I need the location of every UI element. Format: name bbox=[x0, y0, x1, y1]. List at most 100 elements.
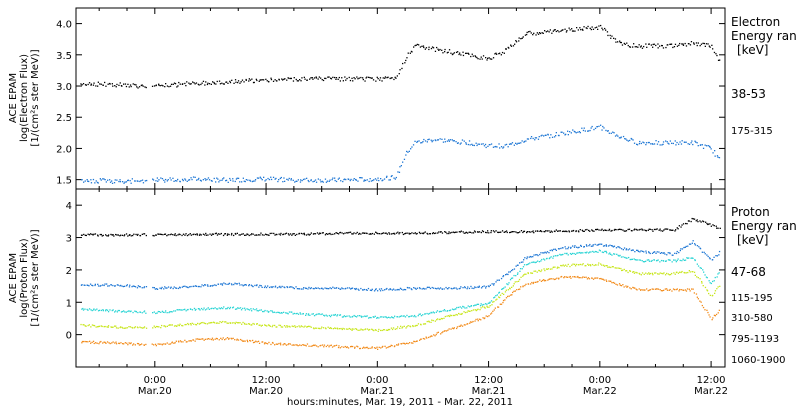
data-point bbox=[207, 177, 210, 179]
data-point bbox=[422, 45, 425, 47]
data-point bbox=[344, 232, 346, 234]
data-point bbox=[699, 267, 701, 269]
data-point bbox=[300, 325, 302, 327]
data-point bbox=[617, 246, 619, 248]
data-point bbox=[372, 316, 374, 318]
data-point bbox=[412, 144, 415, 146]
data-point bbox=[464, 307, 466, 309]
data-point bbox=[548, 230, 550, 232]
data-point bbox=[601, 278, 603, 280]
data-point bbox=[632, 139, 634, 141]
data-point bbox=[226, 283, 228, 285]
data-point bbox=[709, 46, 711, 48]
data-point bbox=[406, 150, 408, 153]
data-point bbox=[682, 289, 684, 291]
data-point bbox=[616, 134, 618, 136]
data-point bbox=[175, 234, 177, 237]
data-point bbox=[293, 344, 295, 346]
data-point bbox=[377, 348, 379, 350]
data-point bbox=[138, 285, 141, 288]
data-point bbox=[566, 252, 568, 254]
data-point bbox=[197, 83, 199, 85]
proton-legend-title-2: Energy ran bbox=[731, 219, 797, 233]
data-point bbox=[319, 345, 321, 347]
data-point bbox=[254, 284, 256, 287]
data-point bbox=[117, 234, 119, 236]
data-point bbox=[233, 234, 235, 237]
data-point bbox=[523, 259, 525, 261]
data-point bbox=[326, 287, 328, 290]
data-point bbox=[364, 179, 367, 182]
data-point bbox=[625, 270, 627, 272]
data-point bbox=[391, 289, 394, 291]
data-point bbox=[546, 268, 548, 270]
data-point bbox=[211, 180, 213, 182]
data-point bbox=[517, 280, 520, 282]
data-point bbox=[694, 259, 696, 261]
data-point bbox=[485, 146, 487, 149]
data-point bbox=[562, 29, 564, 31]
data-point bbox=[349, 79, 352, 82]
data-point bbox=[598, 125, 600, 127]
data-point bbox=[477, 286, 479, 288]
data-point bbox=[263, 310, 265, 313]
data-point bbox=[656, 259, 658, 262]
data-point bbox=[564, 264, 567, 266]
data-point bbox=[623, 268, 625, 271]
data-point bbox=[112, 284, 114, 287]
data-point bbox=[466, 307, 468, 309]
data-point bbox=[589, 243, 591, 246]
data-point bbox=[378, 346, 380, 348]
data-point bbox=[577, 275, 579, 278]
data-point bbox=[463, 232, 465, 234]
data-point bbox=[417, 315, 419, 317]
data-point bbox=[244, 309, 246, 311]
data-point bbox=[163, 288, 165, 290]
data-point bbox=[396, 289, 398, 291]
data-point bbox=[649, 228, 651, 230]
data-point bbox=[196, 179, 198, 181]
data-point bbox=[388, 316, 390, 318]
data-point bbox=[87, 233, 89, 235]
data-point bbox=[90, 179, 92, 181]
data-point bbox=[568, 231, 571, 233]
data-point bbox=[164, 286, 166, 288]
data-point bbox=[180, 341, 182, 343]
data-point bbox=[160, 327, 162, 329]
data-point bbox=[296, 344, 298, 346]
data-point bbox=[195, 323, 197, 326]
data-point bbox=[299, 79, 301, 81]
data-point bbox=[518, 278, 521, 281]
data-point bbox=[540, 260, 542, 262]
data-point bbox=[134, 83, 136, 86]
data-point bbox=[424, 313, 426, 315]
data-point bbox=[608, 245, 610, 247]
data-point bbox=[556, 267, 558, 269]
data-point bbox=[574, 30, 576, 32]
data-point bbox=[444, 231, 446, 233]
data-point bbox=[153, 344, 155, 346]
data-point bbox=[378, 288, 381, 290]
data-point bbox=[181, 286, 183, 288]
data-point bbox=[535, 261, 537, 263]
data-point bbox=[384, 289, 386, 291]
data-point bbox=[479, 305, 482, 307]
data-point bbox=[689, 271, 691, 273]
data-point bbox=[331, 178, 333, 181]
data-point bbox=[323, 344, 326, 346]
data-point bbox=[218, 80, 221, 82]
data-point bbox=[195, 338, 197, 340]
data-point bbox=[495, 281, 497, 283]
data-point bbox=[282, 344, 284, 346]
data-point bbox=[350, 346, 352, 348]
data-point bbox=[490, 230, 492, 232]
data-point bbox=[384, 316, 386, 318]
data-point bbox=[336, 232, 338, 234]
data-point bbox=[523, 230, 525, 233]
data-point bbox=[324, 234, 327, 236]
data-point bbox=[309, 78, 311, 80]
data-point bbox=[339, 314, 341, 316]
data-point bbox=[505, 230, 508, 232]
data-point bbox=[626, 139, 628, 141]
data-point bbox=[553, 278, 556, 281]
